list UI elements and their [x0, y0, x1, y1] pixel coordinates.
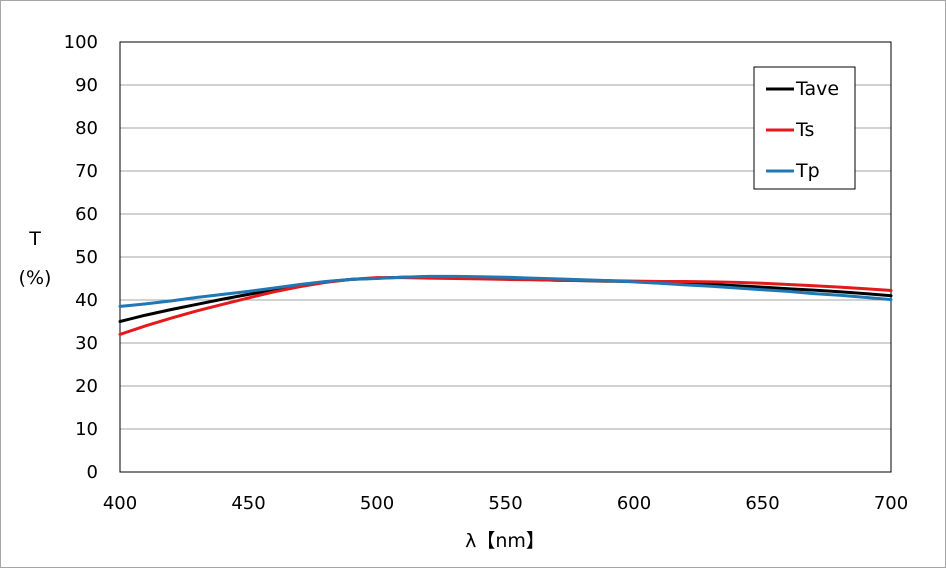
- y-tick-label: 90: [75, 75, 98, 96]
- legend: Tave Ts Tp: [753, 66, 856, 190]
- y-axis-title-line2: (%): [19, 267, 52, 289]
- y-tick-label: 50: [75, 247, 98, 268]
- x-tick-label: 650: [745, 493, 779, 514]
- x-tick-label: 600: [617, 493, 651, 514]
- y-tick-labels: 0 10 20 30 40 50 60 70 80 90 100: [64, 32, 98, 483]
- legend-label-tp: Tp: [795, 160, 820, 182]
- legend-box: [753, 66, 856, 190]
- y-tick-label: 20: [75, 376, 98, 397]
- plot-area: [119, 41, 892, 473]
- legend-items: Tave Ts Tp: [766, 78, 839, 182]
- y-tick-label: 0: [87, 462, 98, 483]
- x-tick-label: 450: [231, 493, 265, 514]
- x-tick-label: 400: [103, 493, 137, 514]
- y-tick-label: 100: [64, 32, 98, 53]
- series-line-tp: [118, 274, 893, 308]
- x-tick-label: 700: [874, 493, 908, 514]
- y-axis-title-line1: T: [28, 228, 41, 250]
- series-line-ts: [118, 276, 893, 336]
- x-tick-label: 500: [360, 493, 394, 514]
- y-tick-label: 30: [75, 333, 98, 354]
- legend-label-tave: Tave: [795, 78, 839, 100]
- series-lines: [118, 274, 893, 336]
- y-tick-label: 70: [75, 161, 98, 182]
- gridlines: [120, 84, 891, 430]
- legend-label-ts: Ts: [795, 119, 814, 141]
- x-axis-title: λ【nm】: [465, 530, 545, 552]
- y-tick-label: 10: [75, 419, 98, 440]
- y-tick-label: 80: [75, 118, 98, 139]
- y-tick-label: 60: [75, 204, 98, 225]
- x-tick-labels: 400 450 500 550 600 650 700: [103, 493, 908, 514]
- y-tick-label: 40: [75, 290, 98, 311]
- x-tick-label: 550: [488, 493, 522, 514]
